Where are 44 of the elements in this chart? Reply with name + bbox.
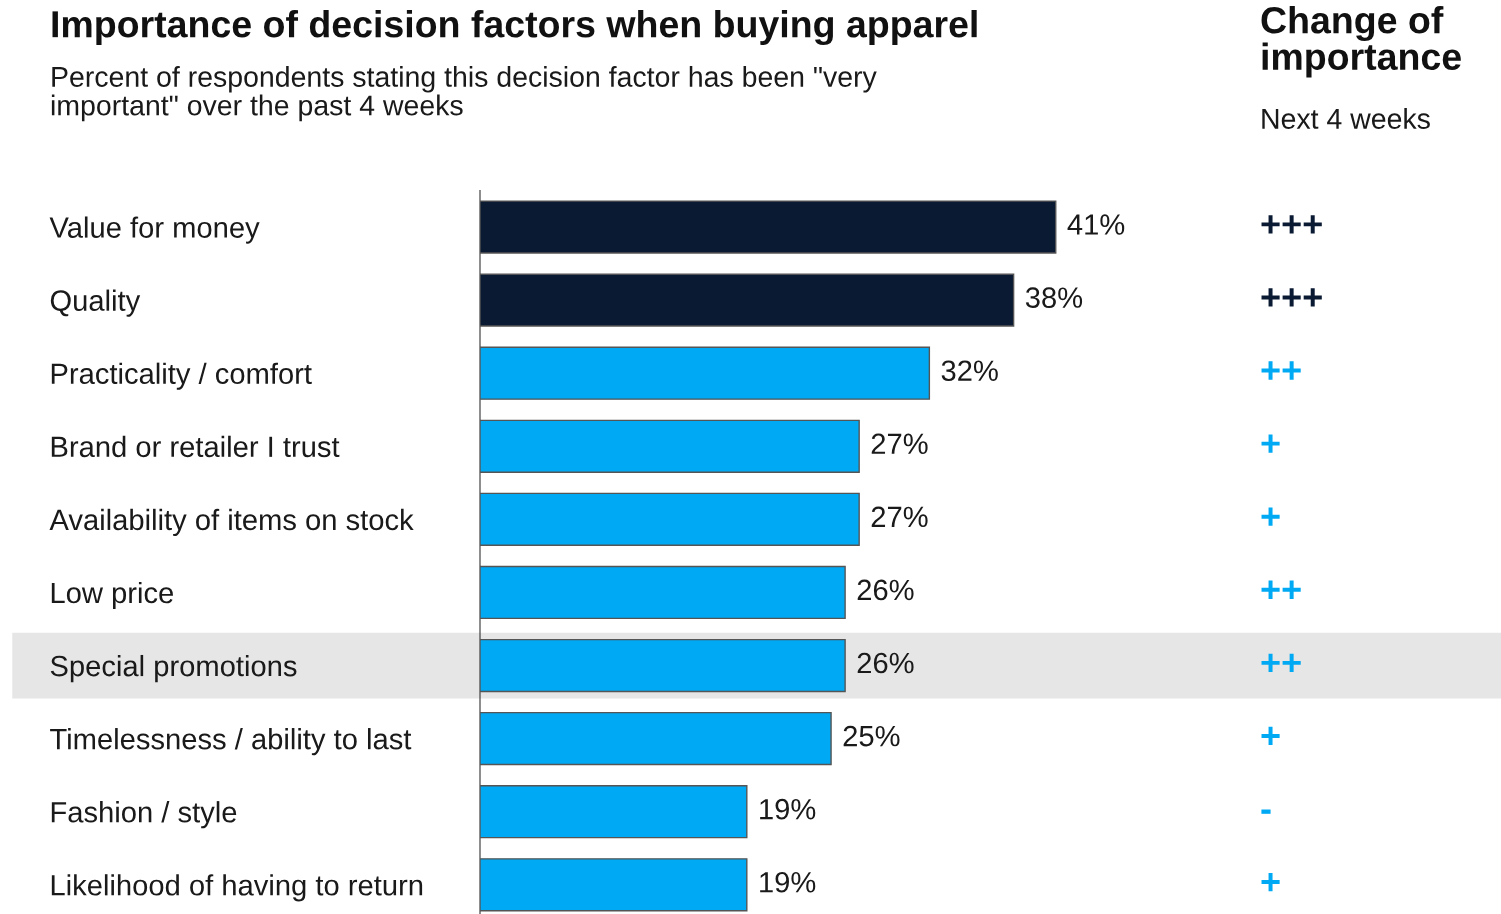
y-tick-label: Practicality / comfort (51, 362, 312, 390)
bar (480, 419, 860, 473)
bar (480, 492, 860, 547)
data-label: 27% (871, 433, 928, 454)
text: + (1261, 434, 1280, 453)
y-tick-label: Availability of items on stock (49, 508, 414, 536)
bar (480, 785, 748, 839)
y-tick-label: Quality (50, 289, 141, 317)
text: - (1261, 809, 1271, 814)
text: +++ (1261, 215, 1322, 234)
data-label: 25% (843, 725, 900, 747)
y-tick-label: Special promotions (50, 654, 297, 683)
text: ++ (1261, 361, 1301, 380)
y-tick-label: Value for money (49, 216, 260, 244)
data-label: 41% (1067, 214, 1125, 235)
y-tick-label: Brand or retailer I trust (51, 435, 340, 458)
text: + (1261, 726, 1280, 746)
text: + (1261, 507, 1280, 526)
text: ++ (1261, 580, 1301, 599)
bar (480, 638, 846, 693)
bar (480, 711, 832, 766)
bar (480, 200, 1057, 254)
y-tick-label: Likelihood of having to return (51, 874, 423, 902)
data-label: 19% (760, 871, 816, 893)
chart-title: Importance of decision factors when buying apparel (52, 10, 977, 46)
y-tick-label: Low price (51, 581, 173, 610)
bar (480, 565, 846, 620)
y-tick-label: Timelessness / ability to last (50, 728, 412, 756)
text: Change of importance (1261, 6, 1461, 78)
text: Next 4 weeks (1262, 108, 1430, 129)
chart-subtitle: Percent of respondents stating this decision factor has been "very important" over the past 4 weeks (51, 66, 877, 122)
bar (480, 858, 748, 912)
bar (480, 346, 931, 400)
data-label: 26% (857, 652, 914, 674)
text: +++ (1261, 288, 1322, 307)
data-label: 27% (871, 506, 928, 528)
data-label: 38% (1025, 287, 1083, 308)
text: + (1261, 872, 1280, 892)
data-label: 32% (941, 360, 998, 382)
bar (480, 273, 1015, 327)
data-label: 19% (760, 798, 816, 820)
y-tick-label: Fashion / style (51, 801, 237, 829)
data-label: 26% (857, 579, 914, 601)
text: ++ (1261, 653, 1301, 673)
